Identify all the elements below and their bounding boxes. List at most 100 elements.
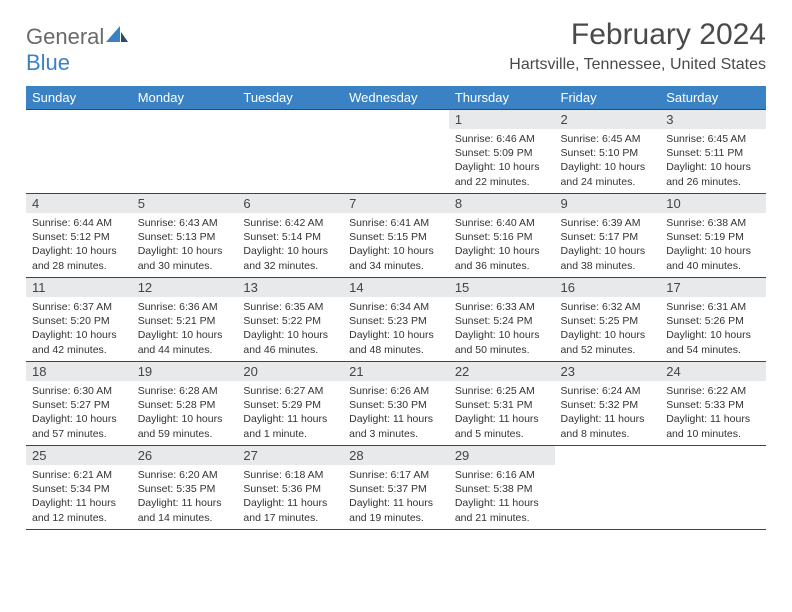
sunset-text: Sunset: 5:23 PM <box>349 314 443 328</box>
week-row: 25Sunrise: 6:21 AMSunset: 5:34 PMDayligh… <box>26 446 766 530</box>
sunset-text: Sunset: 5:24 PM <box>455 314 549 328</box>
day-number: 14 <box>343 278 449 297</box>
day-number: 7 <box>343 194 449 213</box>
week-row: 11Sunrise: 6:37 AMSunset: 5:20 PMDayligh… <box>26 278 766 362</box>
day-data: Sunrise: 6:26 AMSunset: 5:30 PMDaylight:… <box>343 381 449 445</box>
day-cell <box>26 110 132 194</box>
daylight-text: Daylight: 10 hours and 48 minutes. <box>349 328 443 356</box>
sunset-text: Sunset: 5:09 PM <box>455 146 549 160</box>
sunset-text: Sunset: 5:29 PM <box>243 398 337 412</box>
dow-wednesday: Wednesday <box>343 86 449 110</box>
day-data: Sunrise: 6:38 AMSunset: 5:19 PMDaylight:… <box>660 213 766 277</box>
day-cell: 13Sunrise: 6:35 AMSunset: 5:22 PMDayligh… <box>237 278 343 362</box>
day-data: Sunrise: 6:42 AMSunset: 5:14 PMDaylight:… <box>237 213 343 277</box>
day-data: Sunrise: 6:40 AMSunset: 5:16 PMDaylight:… <box>449 213 555 277</box>
sunset-text: Sunset: 5:17 PM <box>561 230 655 244</box>
day-data: Sunrise: 6:30 AMSunset: 5:27 PMDaylight:… <box>26 381 132 445</box>
day-data: Sunrise: 6:31 AMSunset: 5:26 PMDaylight:… <box>660 297 766 361</box>
day-number: 5 <box>132 194 238 213</box>
day-cell: 22Sunrise: 6:25 AMSunset: 5:31 PMDayligh… <box>449 362 555 446</box>
day-cell <box>237 110 343 194</box>
day-cell: 18Sunrise: 6:30 AMSunset: 5:27 PMDayligh… <box>26 362 132 446</box>
daylight-text: Daylight: 10 hours and 36 minutes. <box>455 244 549 272</box>
sunrise-text: Sunrise: 6:33 AM <box>455 300 549 314</box>
sunset-text: Sunset: 5:33 PM <box>666 398 760 412</box>
sunset-text: Sunset: 5:20 PM <box>32 314 126 328</box>
day-number: 12 <box>132 278 238 297</box>
day-cell <box>660 446 766 530</box>
day-cell: 15 Sunrise: 6:33 AMSunset: 5:24 PMDayligh… <box>449 278 555 362</box>
daylight-text: Daylight: 10 hours and 26 minutes. <box>666 160 760 188</box>
daylight-text: Daylight: 11 hours and 8 minutes. <box>561 412 655 440</box>
day-number: 17 <box>660 278 766 297</box>
sunset-text: Sunset: 5:38 PM <box>455 482 549 496</box>
sunrise-text: Sunrise: 6:40 AM <box>455 216 549 230</box>
day-data: Sunrise: 6:43 AMSunset: 5:13 PMDaylight:… <box>132 213 238 277</box>
header: General Blue February 2024 Hartsville, T… <box>26 18 766 76</box>
daylight-text: Daylight: 10 hours and 52 minutes. <box>561 328 655 356</box>
day-data: Sunrise: 6:36 AMSunset: 5:21 PMDaylight:… <box>132 297 238 361</box>
sunset-text: Sunset: 5:27 PM <box>32 398 126 412</box>
day-data: Sunrise: 6:39 AMSunset: 5:17 PMDaylight:… <box>555 213 661 277</box>
day-cell: 20Sunrise: 6:27 AMSunset: 5:29 PMDayligh… <box>237 362 343 446</box>
day-number: 8 <box>449 194 555 213</box>
day-data: Sunrise: 6:37 AMSunset: 5:20 PMDaylight:… <box>26 297 132 361</box>
day-data: Sunrise: 6:44 AMSunset: 5:12 PMDaylight:… <box>26 213 132 277</box>
day-cell: 23Sunrise: 6:24 AMSunset: 5:32 PMDayligh… <box>555 362 661 446</box>
day-data: Sunrise: 6:20 AMSunset: 5:35 PMDaylight:… <box>132 465 238 529</box>
daylight-text: Daylight: 11 hours and 5 minutes. <box>455 412 549 440</box>
day-data: Sunrise: 6:35 AMSunset: 5:22 PMDaylight:… <box>237 297 343 361</box>
dow-saturday: Saturday <box>660 86 766 110</box>
day-cell: 19Sunrise: 6:28 AMSunset: 5:28 PMDayligh… <box>132 362 238 446</box>
day-number: 15 <box>449 278 555 297</box>
dow-friday: Friday <box>555 86 661 110</box>
day-cell: 5Sunrise: 6:43 AMSunset: 5:13 PMDaylight… <box>132 194 238 278</box>
day-cell: 7Sunrise: 6:41 AMSunset: 5:15 PMDaylight… <box>343 194 449 278</box>
sunset-text: Sunset: 5:32 PM <box>561 398 655 412</box>
sunrise-text: Sunrise: 6:26 AM <box>349 384 443 398</box>
day-number: 1 <box>449 110 555 129</box>
sunset-text: Sunset: 5:25 PM <box>561 314 655 328</box>
daylight-text: Daylight: 11 hours and 19 minutes. <box>349 496 443 524</box>
daylight-text: Daylight: 10 hours and 22 minutes. <box>455 160 549 188</box>
sunset-text: Sunset: 5:26 PM <box>666 314 760 328</box>
day-data: Sunrise: 6:16 AMSunset: 5:38 PMDaylight:… <box>449 465 555 529</box>
day-cell: 26Sunrise: 6:20 AMSunset: 5:35 PMDayligh… <box>132 446 238 530</box>
daylight-text: Daylight: 10 hours and 50 minutes. <box>455 328 549 356</box>
dow-tuesday: Tuesday <box>237 86 343 110</box>
day-cell: 3Sunrise: 6:45 AMSunset: 5:11 PMDaylight… <box>660 110 766 194</box>
day-number: 16 <box>555 278 661 297</box>
day-number: 25 <box>26 446 132 465</box>
sunset-text: Sunset: 5:37 PM <box>349 482 443 496</box>
sunrise-text: Sunrise: 6:20 AM <box>138 468 232 482</box>
dow-sunday: Sunday <box>26 86 132 110</box>
day-cell: 16Sunrise: 6:32 AMSunset: 5:25 PMDayligh… <box>555 278 661 362</box>
day-cell: 24Sunrise: 6:22 AMSunset: 5:33 PMDayligh… <box>660 362 766 446</box>
day-cell: 12Sunrise: 6:36 AMSunset: 5:21 PMDayligh… <box>132 278 238 362</box>
sunrise-text: Sunrise: 6:17 AM <box>349 468 443 482</box>
sunset-text: Sunset: 5:22 PM <box>243 314 337 328</box>
day-cell: 2Sunrise: 6:45 AMSunset: 5:10 PMDaylight… <box>555 110 661 194</box>
sunrise-text: Sunrise: 6:37 AM <box>32 300 126 314</box>
day-cell <box>343 110 449 194</box>
day-number: 2 <box>555 110 661 129</box>
daylight-text: Daylight: 10 hours and 42 minutes. <box>32 328 126 356</box>
day-number: 26 <box>132 446 238 465</box>
day-cell: 28Sunrise: 6:17 AMSunset: 5:37 PMDayligh… <box>343 446 449 530</box>
sunrise-text: Sunrise: 6:41 AM <box>349 216 443 230</box>
dow-monday: Monday <box>132 86 238 110</box>
sunrise-text: Sunrise: 6:36 AM <box>138 300 232 314</box>
day-data: Sunrise: 6:27 AMSunset: 5:29 PMDaylight:… <box>237 381 343 445</box>
daylight-text: Daylight: 10 hours and 57 minutes. <box>32 412 126 440</box>
sunrise-text: Sunrise: 6:43 AM <box>138 216 232 230</box>
sunrise-text: Sunrise: 6:38 AM <box>666 216 760 230</box>
dow-thursday: Thursday <box>449 86 555 110</box>
location: Hartsville, Tennessee, United States <box>509 56 766 74</box>
sunset-text: Sunset: 5:11 PM <box>666 146 760 160</box>
day-number: 13 <box>237 278 343 297</box>
logo-sail-icon <box>106 24 128 50</box>
sunrise-text: Sunrise: 6:28 AM <box>138 384 232 398</box>
day-number: 4 <box>26 194 132 213</box>
day-number: 29 <box>449 446 555 465</box>
sunset-text: Sunset: 5:12 PM <box>32 230 126 244</box>
